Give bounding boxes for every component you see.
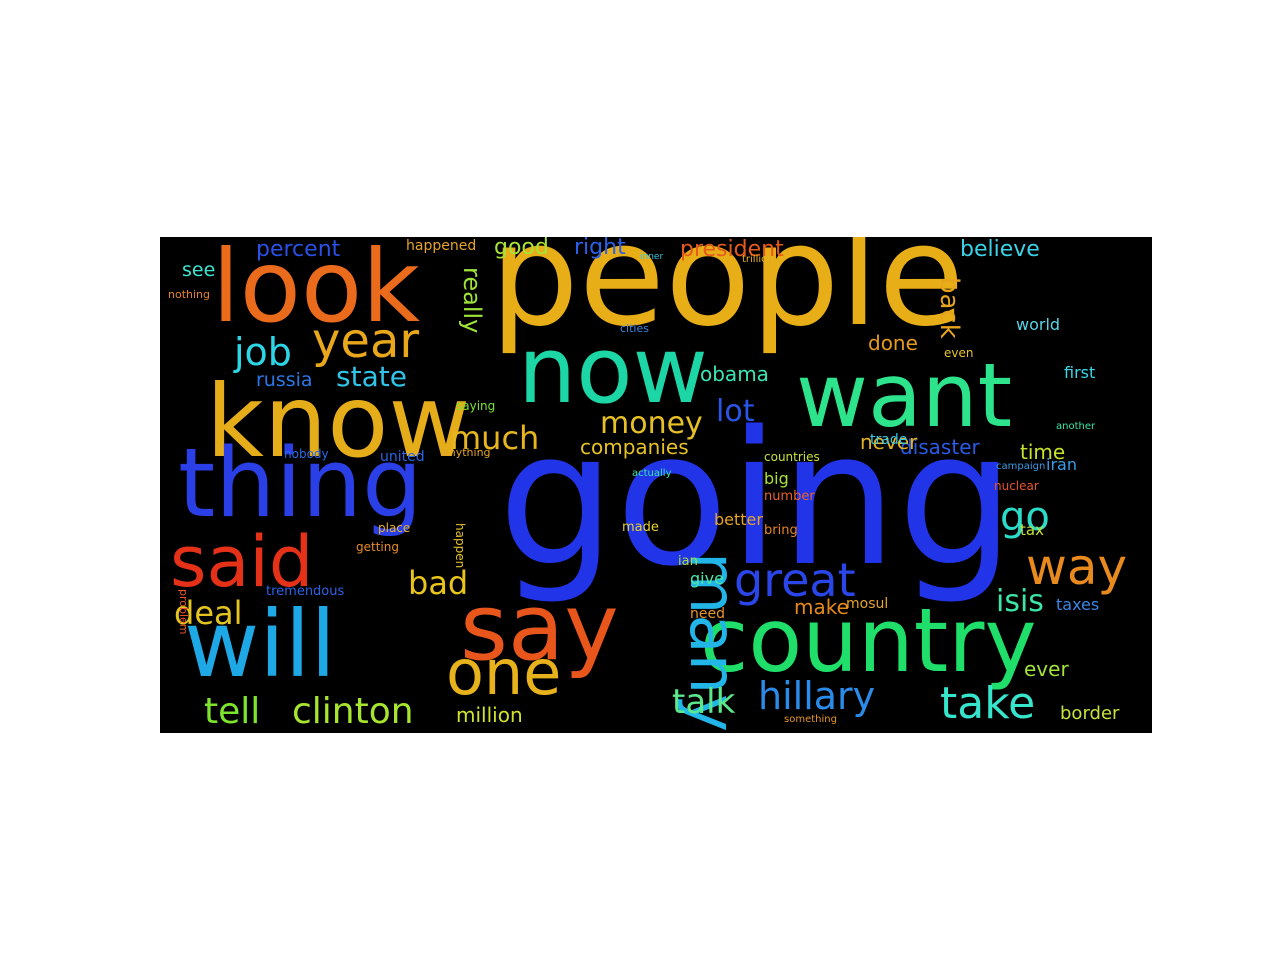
cloud-word-tax: tax xyxy=(1020,521,1044,539)
cloud-word-back: back xyxy=(934,277,964,339)
cloud-word-cities: cities xyxy=(620,322,649,335)
cloud-word-take: take xyxy=(940,678,1036,729)
cloud-word-money: money xyxy=(600,406,703,441)
cloud-word-inner: inner xyxy=(640,252,664,262)
cloud-word-even: even xyxy=(944,346,974,360)
cloud-word-united: united xyxy=(380,449,425,465)
cloud-word-bad: bad xyxy=(408,564,469,602)
cloud-word-nothing: nothing xyxy=(168,288,210,301)
cloud-word-happened: happened xyxy=(406,238,477,254)
cloud-word-ian: ian xyxy=(678,554,698,569)
cloud-word-see: see xyxy=(182,259,216,281)
cloud-word-deal: deal xyxy=(174,594,243,632)
cloud-word-really: really xyxy=(458,267,486,334)
cloud-word-tell: tell xyxy=(204,691,261,732)
cloud-word-need: need xyxy=(690,606,725,622)
cloud-word-now: now xyxy=(518,317,708,424)
cloud-word-good: good xyxy=(494,237,549,260)
cloud-word-year: year xyxy=(312,313,420,369)
cloud-word-job: job xyxy=(234,330,292,374)
cloud-word-place: place xyxy=(378,521,411,535)
cloud-word-better: better xyxy=(714,510,763,529)
cloud-word-ever: ever xyxy=(1024,657,1069,681)
cloud-word-problem: problem xyxy=(177,589,190,635)
cloud-word-countries: countries xyxy=(764,450,820,464)
cloud-word-mosul: mosul xyxy=(846,596,889,612)
cloud-word-president: president xyxy=(680,237,784,262)
cloud-word-tremendous: tremendous xyxy=(266,584,345,599)
cloud-word-believe: believe xyxy=(960,237,1040,262)
cloud-word-taxes: taxes xyxy=(1056,595,1100,614)
cloud-word-never: never xyxy=(860,430,918,454)
cloud-word-country: country xyxy=(700,589,1037,692)
cloud-word-million: million xyxy=(456,703,523,727)
cloud-word-companies: companies xyxy=(580,435,689,459)
cloud-word-much: much xyxy=(450,419,540,457)
word-cloud: goingpeoplelookknowthingnowwantthinkwill… xyxy=(160,237,1152,733)
cloud-word-going: going xyxy=(498,391,1015,607)
cloud-word-go: go xyxy=(1000,494,1050,540)
cloud-word-done: done xyxy=(868,331,918,355)
cloud-word-big: big xyxy=(764,469,789,488)
cloud-word-actually: actually xyxy=(632,468,672,479)
cloud-word-thing: thing xyxy=(178,429,423,539)
cloud-word-russia: russia xyxy=(256,369,313,391)
cloud-word-getting: getting xyxy=(356,540,399,554)
cloud-word-number: number xyxy=(764,489,815,504)
cloud-word-say: say xyxy=(460,574,619,681)
cloud-word-happen: happen xyxy=(453,523,467,569)
cloud-word-isis: isis xyxy=(996,584,1044,619)
cloud-word-bring: bring xyxy=(764,523,798,538)
cloud-word-said: said xyxy=(170,521,314,603)
cloud-word-first: first xyxy=(1064,363,1096,382)
cloud-word-saying: saying xyxy=(456,399,496,413)
cloud-word-lot: lot xyxy=(716,394,755,429)
cloud-word-obama: obama xyxy=(700,362,769,386)
cloud-word-state: state xyxy=(336,360,407,393)
cloud-word-way: way xyxy=(1026,538,1128,596)
cloud-word-clinton: clinton xyxy=(292,691,414,732)
cloud-word-trillion: trillion xyxy=(742,254,774,265)
cloud-word-look: look xyxy=(212,237,421,345)
cloud-word-great: great xyxy=(734,553,856,607)
cloud-word-something: something xyxy=(784,714,837,725)
cloud-word-border: border xyxy=(1060,703,1120,724)
cloud-word-give: give xyxy=(690,569,724,588)
cloud-word-want: want xyxy=(796,344,1013,447)
cloud-word-people: people xyxy=(490,237,965,358)
cloud-word-time: time xyxy=(1020,440,1066,464)
cloud-word-another: another xyxy=(1056,421,1096,432)
cloud-word-know: know xyxy=(206,363,471,480)
cloud-word-hillary: hillary xyxy=(758,674,876,718)
cloud-word-make: make xyxy=(794,595,849,619)
cloud-word-iran: iran xyxy=(1046,455,1077,474)
cloud-word-right: right xyxy=(574,237,626,260)
cloud-word-trade: trade xyxy=(870,432,908,448)
cloud-word-disaster: disaster xyxy=(900,435,980,459)
cloud-word-world: world xyxy=(1016,315,1061,334)
cloud-word-made: made xyxy=(622,520,659,535)
cloud-word-anything: anything xyxy=(442,446,491,459)
cloud-word-percent: percent xyxy=(256,237,341,262)
cloud-word-one: one xyxy=(446,636,562,709)
cloud-word-nuclear: nuclear xyxy=(994,479,1039,493)
cloud-word-talk: talk xyxy=(672,682,736,722)
cloud-word-will: will xyxy=(184,591,336,698)
cloud-word-campaign: campaign xyxy=(996,461,1046,472)
cloud-word-nobody: nobody xyxy=(284,447,329,461)
